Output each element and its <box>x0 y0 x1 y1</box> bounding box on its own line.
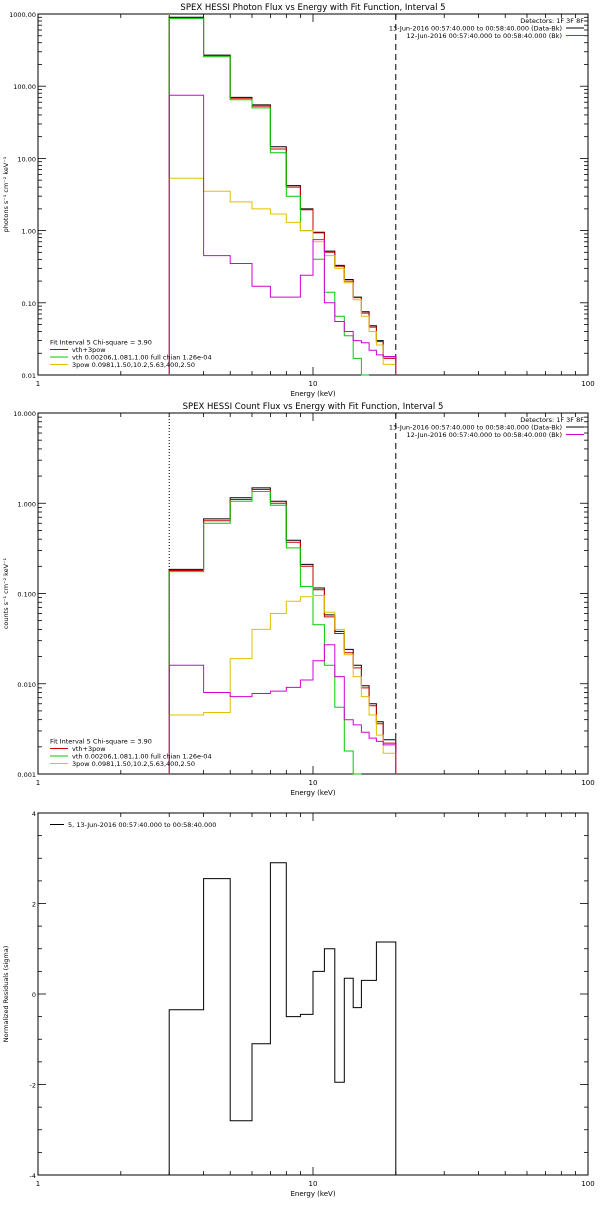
x-axis: 1 10 100 Energy (keV) <box>36 813 595 1198</box>
y-axis-label: Normalized Residuals (sigma) <box>2 946 10 1043</box>
legend-label: 5, 13-Jun-2016 00:57:40.000 to 00:58:40.… <box>68 821 216 829</box>
x-axis-label: Energy (keV) <box>290 789 335 797</box>
x-tick-label: 1 <box>36 1180 40 1188</box>
y-tick-label: -4 <box>30 1172 36 1180</box>
legend-header: Detectors: 1F 3F 8F <box>520 416 584 424</box>
legend-label: 13-Jun-2016 00:57:40.000 to 00:58:40.000… <box>389 424 562 432</box>
y-tick-label: 2 <box>32 901 36 909</box>
y-tick-label: 0.010 <box>17 681 36 689</box>
x-axis-label: Energy (keV) <box>290 390 335 398</box>
series-line <box>168 862 397 1175</box>
y-tick-label: 1000.00 <box>9 11 36 19</box>
legend-label: vth+3pow <box>72 346 106 354</box>
legend-label: 12-Jun-2016 00:57:40.000 to 00:58:40.000… <box>407 32 562 40</box>
x-tick-label: 10 <box>309 1180 318 1188</box>
x-tick-label: 1 <box>36 380 40 388</box>
legend-label: 3pow 0.0981,1.50,10.2,5.63,400,2.50 <box>72 361 195 369</box>
y-tick-label: 4 <box>32 810 36 818</box>
y-axis-label: counts s⁻¹ cm⁻² keV⁻¹ <box>2 557 10 629</box>
x-axis-label: Energy (keV) <box>290 1190 335 1198</box>
plot-frame <box>37 13 589 376</box>
y-tick-label: 10.00 <box>17 155 36 163</box>
y-tick-label: 100.00 <box>13 83 36 91</box>
legend-top-left: 5, 13-Jun-2016 00:57:40.000 to 00:58:40.… <box>50 821 216 829</box>
series-line <box>168 491 362 775</box>
legend-label: 12-Jun-2016 00:57:40.000 to 00:58:40.000… <box>407 431 562 439</box>
legend-label: vth 0.00206,1.081,1.00 full chian 1.26e-… <box>72 354 212 362</box>
legend-label: 3pow 0.0981,1.50,10.2,5.63,400,2.50 <box>72 760 195 768</box>
x-tick-label: 1 <box>36 779 40 787</box>
legend-header: Fit Interval 5 Chi-square = 3.90 <box>50 339 152 347</box>
y-tick-label: 0.001 <box>17 771 36 779</box>
series-line <box>168 644 397 774</box>
y-axis: 0.001 0.010 0.100 1.000 10.000 counts s⁻¹ cm⁻… <box>2 410 588 779</box>
y-axis-label: photons s⁻¹ cm⁻² keV⁻¹ <box>2 156 10 232</box>
panel-1: SPEX HESSI Photon Flux vs Energy with Fi… <box>2 3 595 398</box>
y-axis: 0.01 0.10 1.00 10.00 100.00 1000.00 photons s⁻… <box>2 11 588 380</box>
y-axis: -4 -2 0 2 4 Normalized Residuals (sigma) <box>2 810 588 1180</box>
legend-header: Detectors: 1F 3F 8F <box>520 17 584 25</box>
panel-3: 1 10 100 Energy (keV) -4 -2 0 2 4 Normalized Resi… <box>2 810 595 1198</box>
x-tick-label: 10 <box>309 380 318 388</box>
x-tick-label: 100 <box>581 380 594 388</box>
x-tick-label: 100 <box>581 779 594 787</box>
series-line <box>168 595 397 774</box>
x-tick-label: 100 <box>581 1180 594 1188</box>
y-tick-label: 0.100 <box>17 591 36 599</box>
y-tick-label: 0 <box>32 991 36 999</box>
legend-bottom-left: Fit Interval 5 Chi-square = 3.90vth+3pow… <box>50 339 212 369</box>
series-line <box>168 94 397 375</box>
panel-2: SPEX HESSI Count Flux vs Energy with Fit… <box>2 402 595 797</box>
y-tick-label: 10.000 <box>13 410 36 418</box>
x-tick-label: 10 <box>309 779 318 787</box>
legend-label: vth 0.00206,1.081,1.00 full chian 1.26e-… <box>72 753 212 761</box>
chart-title: SPEX HESSI Photon Flux vs Energy with Fi… <box>180 3 445 13</box>
legend-header: Fit Interval 5 Chi-square = 3.90 <box>50 738 152 746</box>
y-tick-label: -2 <box>30 1082 36 1090</box>
legend-label: 13-Jun-2016 00:57:40.000 to 00:58:40.000… <box>389 25 562 33</box>
y-tick-label: 0.01 <box>22 372 36 380</box>
legend-bottom-left: Fit Interval 5 Chi-square = 3.90vth+3pow… <box>50 738 212 768</box>
y-tick-label: 0.10 <box>22 300 36 308</box>
x-axis: 1 10 100 Energy (keV) <box>36 413 595 797</box>
chart-title: SPEX HESSI Count Flux vs Energy with Fit… <box>183 402 444 412</box>
legend-label: vth+3pow <box>72 745 106 753</box>
y-tick-label: 1.000 <box>17 500 36 508</box>
y-tick-label: 1.00 <box>22 228 36 236</box>
